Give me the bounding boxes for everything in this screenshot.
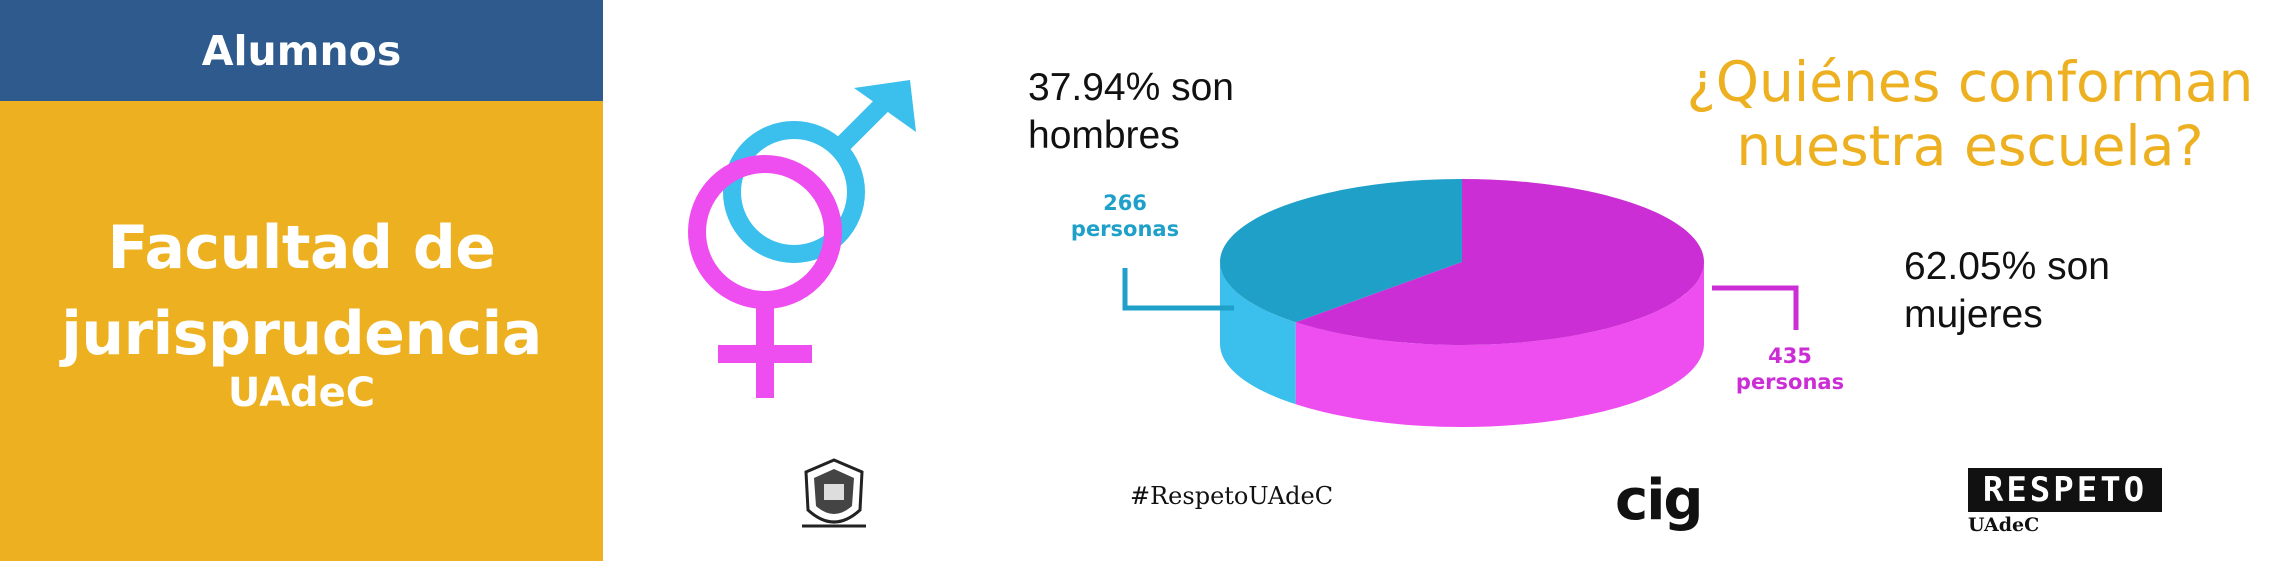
cig-logo: cig [1615,468,1703,533]
pie-side-male [1220,262,1296,405]
men-stat-line2: hombres [1028,114,1180,157]
university-crest-icon [802,458,866,528]
respeto-logo-text: RESPETO [1982,470,2148,510]
faculty-title: Facultad de jurisprudencia [0,205,603,377]
gender-symbol-icon [688,80,916,398]
chart-heading-line2: nuestra escuela? [1736,114,2204,178]
pie-slice-male [1220,179,1462,323]
women-stat-line2: mujeres [1904,293,2043,336]
faculty-title-line2: jurisprudencia [61,299,542,369]
chart-heading: ¿Quiénes conforman nuestra escuela? [1660,50,2280,178]
men-stat: 37.94% son hombres [1028,64,1234,160]
pie-side-female [1295,262,1704,427]
female-count-value: 435 [1768,344,1812,368]
male-symbol-icon [723,80,916,263]
chart-heading-line1: ¿Quiénes conforman [1686,50,2254,114]
female-leader-line [1712,285,1799,330]
female-symbol-icon [688,155,842,398]
women-stat-line1: 62.05% son [1904,245,2110,288]
respeto-logo: RESPETO [1968,468,2162,512]
male-leader-line [1122,268,1234,311]
left-header: Alumnos [0,0,603,101]
header-label: Alumnos [201,26,402,75]
male-count-label: 266 personas [1050,190,1200,242]
hashtag-text: #RespetoUAdeC [1130,482,1334,510]
faculty-subtitle: UAdeC [227,370,376,416]
respeto-logo-subtitle: UAdeC [1968,514,2040,536]
cig-logo-text: cig [1615,468,1703,533]
male-count-unit: personas [1070,217,1180,241]
faculty-title-line1: Facultad de [107,213,496,283]
left-panel: Alumnos Facultad de jurisprudencia UAdeC [0,0,603,561]
men-stat-line1: 37.94% son [1028,66,1234,109]
male-count-value: 266 [1103,191,1147,215]
female-count-label: 435 personas [1715,343,1865,395]
women-stat: 62.05% son mujeres [1904,243,2110,339]
female-count-unit: personas [1735,370,1845,394]
pie-slice-female [1295,179,1705,345]
